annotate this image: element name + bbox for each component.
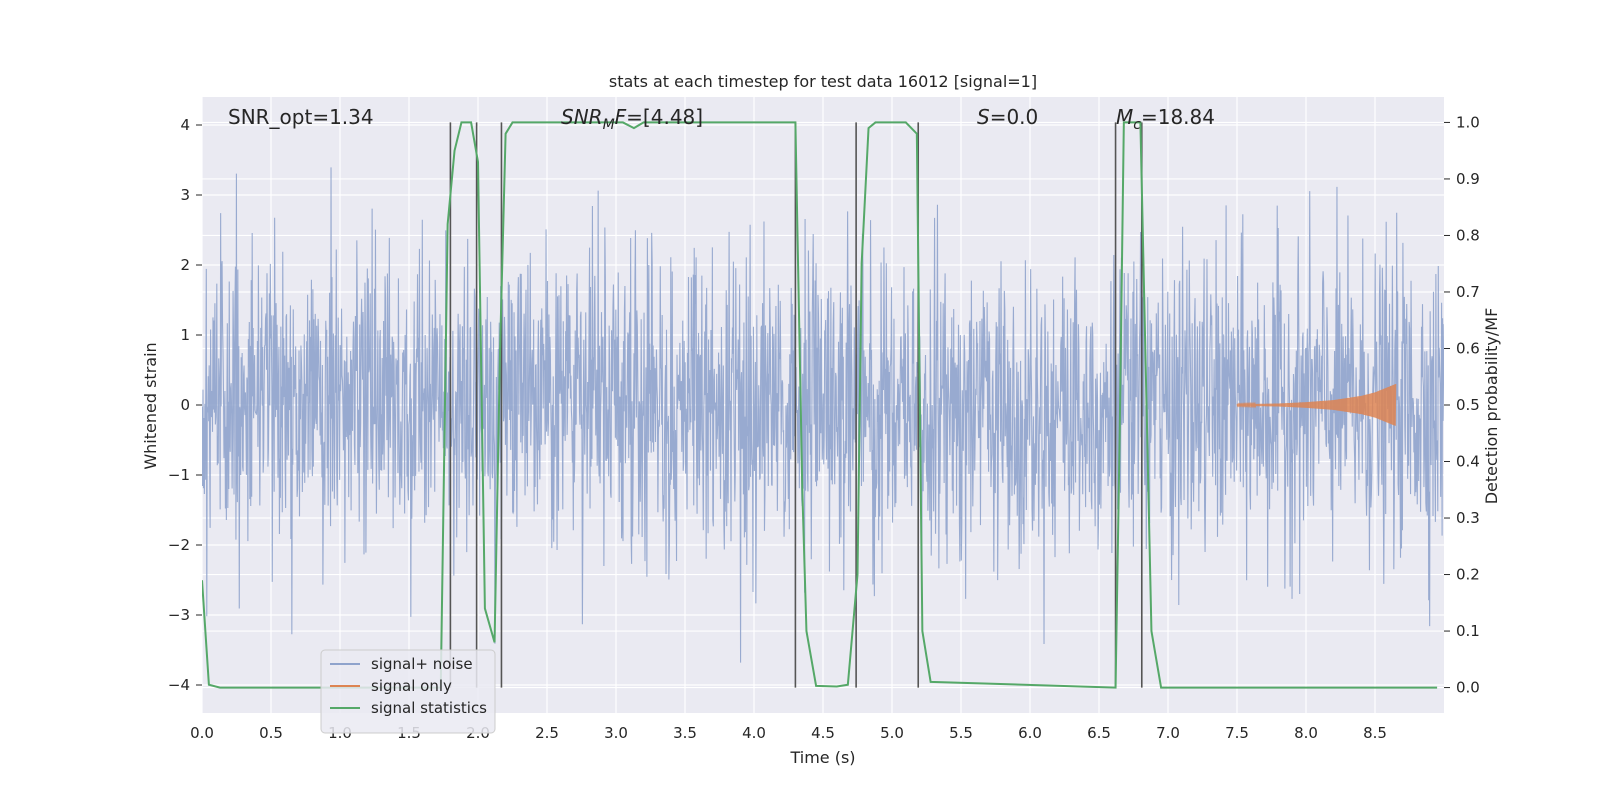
y-axis-label: Whitened strain <box>141 342 160 469</box>
y2-tick-label: 0.2 <box>1456 566 1480 584</box>
x-tick-label: 5.5 <box>949 724 973 742</box>
x-tick-label: 6.5 <box>1087 724 1111 742</box>
annotation-s-value: =0.0 <box>990 105 1039 129</box>
y-tick-label: 3 <box>180 186 190 204</box>
x-tick-label: 6.0 <box>1018 724 1042 742</box>
y2-tick-label: 0.7 <box>1456 283 1480 301</box>
plot-area: 0.00.51.01.52.02.53.03.54.04.55.05.56.06… <box>168 97 1480 742</box>
annotation-mc: Mc=18.84 <box>1116 105 1215 133</box>
x-tick-label: 8.0 <box>1294 724 1318 742</box>
y-tick-label: 4 <box>180 116 190 134</box>
legend: signal+ noise signal only signal statist… <box>320 649 496 734</box>
annotation-s: S=0.0 <box>977 105 1038 129</box>
plot-series-group <box>202 121 1444 689</box>
y-tick-label: −4 <box>168 676 190 694</box>
x-tick-label: 7.5 <box>1225 724 1249 742</box>
annotation-s-symbol: S <box>977 105 990 129</box>
x-tick-label: 0.5 <box>259 724 283 742</box>
y-tick-label: −3 <box>168 606 190 624</box>
annotation-snr-opt: SNR_opt=1.34 <box>228 105 374 129</box>
series-signal-only <box>1236 383 1397 426</box>
y2-axis-label: Detection probability/MF <box>1482 308 1501 505</box>
y-tick-label: 2 <box>180 256 190 274</box>
legend-label-signal-noise: signal+ noise <box>371 655 473 673</box>
series-signal-noise <box>202 167 1444 663</box>
y2-tick-label: 0.9 <box>1456 170 1480 188</box>
y-tick-label: 0 <box>180 396 190 414</box>
x-tick-label: 4.5 <box>811 724 835 742</box>
x-tick-label: 0.0 <box>190 724 214 742</box>
legend-box <box>320 649 496 734</box>
y2-tick-label: 0.8 <box>1456 226 1480 244</box>
annotation-snr-mf-f: F <box>615 105 627 129</box>
x-tick-label: 8.5 <box>1363 724 1387 742</box>
x-tick-label: 2.5 <box>535 724 559 742</box>
y-tick-label: −1 <box>168 466 190 484</box>
y2-tick-label: 0.3 <box>1456 509 1480 527</box>
x-tick-label: 3.5 <box>673 724 697 742</box>
annotation-snr-mf-value: =[4.48] <box>626 105 703 129</box>
x-tick-label: 7.0 <box>1156 724 1180 742</box>
x-tick-label: 3.0 <box>604 724 628 742</box>
legend-label-signal-only: signal only <box>371 677 452 695</box>
y2-tick-label: 0.4 <box>1456 453 1480 471</box>
annotation-mc-value: =18.84 <box>1141 105 1215 129</box>
annotation-snr-mf-subscript: M <box>603 117 615 133</box>
legend-label-signal-statistics: signal statistics <box>371 699 487 717</box>
y-tick-label: 1 <box>180 326 190 344</box>
annotation-snr-mf-symbol: SNR <box>561 105 603 129</box>
series-signal-statistics <box>202 121 1438 689</box>
annotation-mc-symbol: M <box>1116 105 1133 129</box>
y2-tick-label: 0.1 <box>1456 622 1480 640</box>
y2-tick-label: 0.5 <box>1456 396 1480 414</box>
y2-tick-label: 0.6 <box>1456 339 1480 357</box>
annotation-mc-subscript: c <box>1133 117 1141 133</box>
x-tick-label: 5.0 <box>880 724 904 742</box>
x-tick-label: 4.0 <box>742 724 766 742</box>
annotation-snr-mf: SNRMF=[4.48] <box>561 105 703 133</box>
x-axis-label: Time (s) <box>789 748 855 767</box>
y2-tick-label: 0.0 <box>1456 679 1480 697</box>
y-tick-label: −2 <box>168 536 190 554</box>
chart-title: stats at each timestep for test data 160… <box>609 72 1037 91</box>
y2-tick-label: 1.0 <box>1456 113 1480 131</box>
